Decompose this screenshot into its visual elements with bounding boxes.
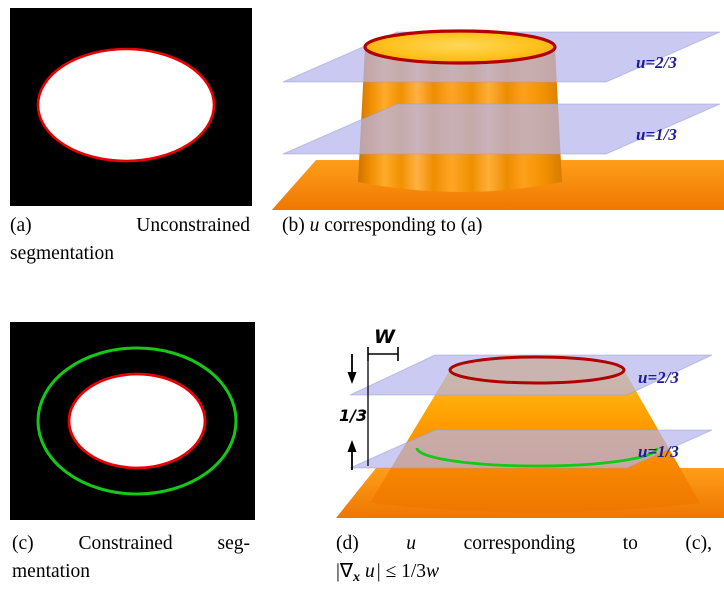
caption-a-word: Unconstrained bbox=[136, 215, 250, 236]
caption-a-line1: (a) Unconstrained bbox=[10, 212, 250, 240]
caption-d-word2: to bbox=[622, 533, 638, 554]
caption-d-line1: (d) u corresponding to (c), bbox=[336, 530, 712, 558]
caption-d: (d) u corresponding to (c), |∇x u | ≤ 1/3w bbox=[336, 530, 712, 591]
formula-mid: | ≤ 1/3 bbox=[376, 561, 426, 582]
level-plane-u13-b bbox=[282, 103, 721, 155]
height-annotation bbox=[347, 354, 357, 470]
caption-b-rest: corresponding to (a) bbox=[319, 215, 483, 236]
green-level-set-d bbox=[415, 447, 659, 468]
caption-b-u: u bbox=[309, 215, 320, 236]
label-u23-d: u=2/3 bbox=[638, 368, 679, 387]
panel-b-surface-plot: u=2/3 u=1/3 bbox=[271, 29, 724, 210]
red-segmentation-contour-c bbox=[67, 372, 207, 470]
caption-c-tag: (c) bbox=[12, 533, 34, 554]
caption-a-tag: (a) bbox=[10, 215, 32, 236]
width-bracket bbox=[367, 347, 399, 361]
label-width-w: W bbox=[374, 326, 396, 348]
panel-a-image bbox=[10, 8, 252, 206]
red-segmentation-contour-a bbox=[36, 47, 216, 163]
caption-a-line2: segmentation bbox=[10, 243, 114, 264]
width-annotation bbox=[367, 347, 399, 466]
formula-grad-open: |∇ bbox=[336, 561, 353, 582]
caption-c-line2: mentation bbox=[12, 561, 90, 582]
formula-w: w bbox=[426, 561, 440, 582]
formula-u: u bbox=[364, 561, 375, 582]
caption-d-u: u bbox=[406, 533, 417, 554]
caption-c-word1: Constrained bbox=[78, 533, 173, 554]
red-level-set-d bbox=[448, 355, 626, 385]
caption-d-tag: (d) bbox=[336, 533, 359, 554]
green-constraint-contour-c bbox=[36, 346, 238, 496]
caption-b-tag: (b) bbox=[282, 215, 310, 236]
panel-d-surface-plot: W 1/3 u=2/3 u=1/3 bbox=[336, 326, 724, 518]
level-plane-u23-d bbox=[349, 354, 713, 396]
caption-c-line1: (c) Constrained seg- bbox=[12, 530, 250, 558]
panel-c-image bbox=[10, 322, 255, 520]
red-level-set-b bbox=[363, 29, 557, 65]
label-u13-b: u=1/3 bbox=[636, 125, 677, 144]
label-u13-d: u=1/3 bbox=[638, 442, 679, 461]
caption-d-word1: corresponding bbox=[463, 533, 576, 554]
caption-d-formula: |∇x u | ≤ 1/3w bbox=[336, 558, 712, 591]
down-arrow-icon bbox=[347, 372, 357, 384]
caption-d-word3: (c), bbox=[685, 533, 712, 554]
caption-c: (c) Constrained seg- mentation bbox=[12, 530, 250, 586]
up-arrow-icon bbox=[347, 440, 357, 452]
caption-b: (b) u corresponding to (a) bbox=[282, 212, 622, 240]
formula-sub-x: x bbox=[352, 569, 360, 585]
caption-a: (a) Unconstrained segmentation bbox=[10, 212, 250, 268]
label-u23-b: u=2/3 bbox=[636, 53, 677, 72]
caption-c-word2: seg- bbox=[217, 533, 250, 554]
label-one-third: 1/3 bbox=[339, 406, 367, 425]
